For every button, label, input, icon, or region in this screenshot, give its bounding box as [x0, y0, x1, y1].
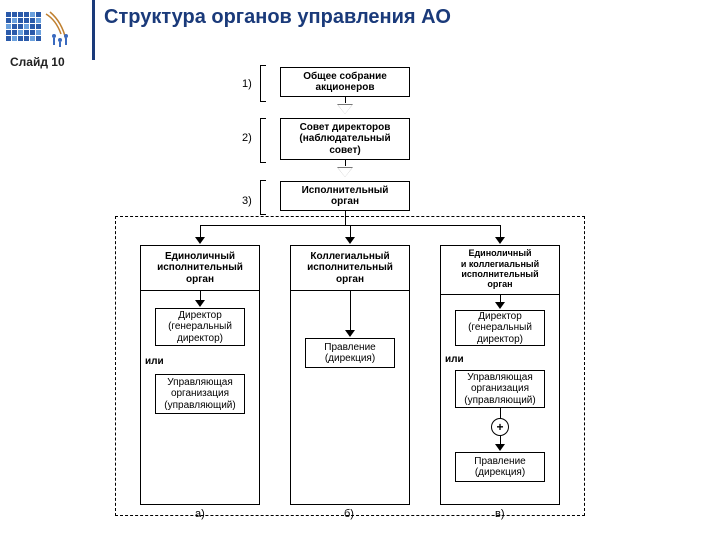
- bracket-1: [260, 65, 261, 101]
- col-c-box3: Правление(дирекция): [455, 452, 545, 482]
- col-a-footer: а): [195, 508, 205, 520]
- col-c-footer: в): [495, 508, 505, 520]
- col-b-box1: Правление(дирекция): [305, 338, 395, 368]
- node-exec: Исполнительныйорган: [280, 181, 410, 211]
- col-a-head: Единоличныйисполнительныйорган: [144, 248, 256, 288]
- arrow-1-2: [337, 104, 353, 114]
- col-a-box2: Управляющаяорганизация(управляющий): [155, 374, 245, 414]
- col-a-ili: или: [145, 356, 164, 367]
- col-c-box2: Управляющаяорганизация(управляющий): [455, 370, 545, 408]
- col-c-ili: или: [445, 354, 464, 365]
- bracket-2: [260, 118, 261, 162]
- col-c-box1: Директор(генеральныйдиректор): [455, 310, 545, 346]
- num-1: 1): [242, 78, 252, 90]
- col-a-box1: Директор(генеральныйдиректор): [155, 308, 245, 346]
- slide-number: Слайд 10: [10, 55, 65, 69]
- col-b-head: Коллегиальныйисполнительныйорган: [294, 248, 406, 288]
- num-3: 3): [242, 195, 252, 207]
- num-2: 2): [242, 132, 252, 144]
- col-b-footer: б): [344, 508, 354, 520]
- plus-node: +: [491, 418, 509, 436]
- logo-graphic: [6, 6, 78, 51]
- node-shareholders: Общее собраниеакционеров: [280, 67, 410, 97]
- page-title: Структура органов управления АО: [104, 6, 451, 29]
- diagram-canvas: 1) 2) 3) Общее собраниеакционеров Совет …: [100, 60, 660, 530]
- col-c-head: Единоличныйи коллегиальныйисполнительный…: [444, 246, 556, 292]
- header-divider: [92, 0, 95, 60]
- arrow-2-3: [337, 167, 353, 177]
- bracket-3: [260, 180, 261, 214]
- node-board: Совет директоров(наблюдательныйсовет): [280, 118, 410, 160]
